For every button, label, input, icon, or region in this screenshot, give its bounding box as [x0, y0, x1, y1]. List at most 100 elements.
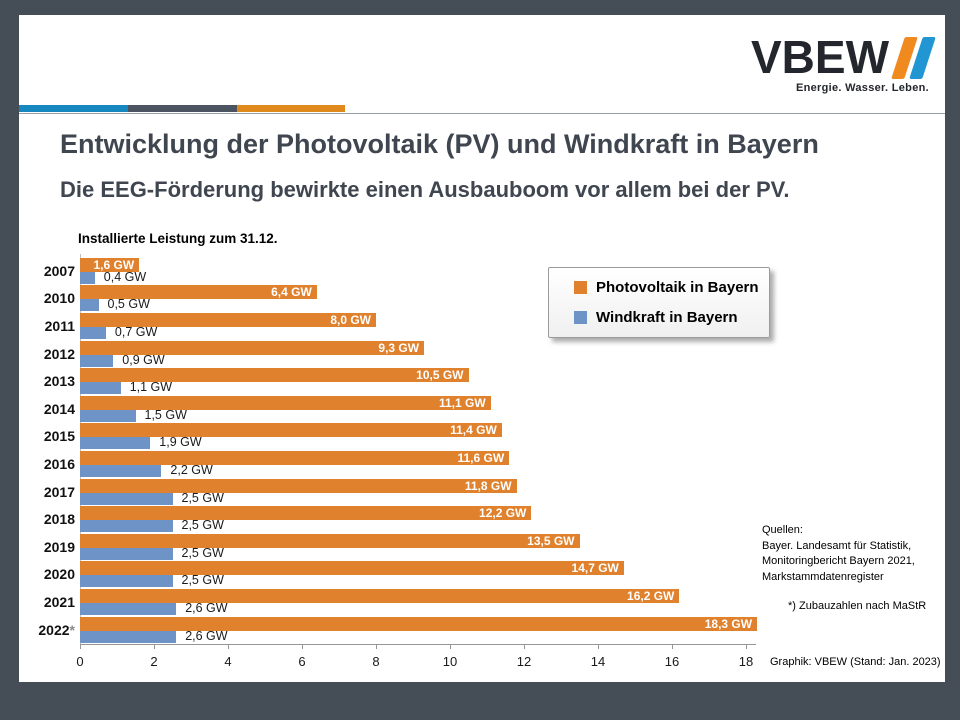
legend-item-photovoltaik: Photovoltaik in Bayern [574, 279, 769, 296]
x-tick-label: 6 [298, 654, 306, 669]
legend-label-wind: Windkraft in Bayern [596, 309, 738, 326]
pv-bar: 11,6 GW [80, 450, 510, 465]
wind-value-label: 2,6 GW [185, 628, 228, 643]
wind-value-label: 2,5 GW [181, 518, 224, 533]
year-label: 2015 [43, 428, 75, 445]
x-tick-mark [746, 644, 747, 649]
footnote: *) Zubauzahlen nach MaStR [788, 600, 927, 612]
x-tick-label: 12 [516, 654, 532, 669]
credit: Graphik: VBEW (Stand: Jan. 2023) [770, 656, 941, 668]
sources-line: Bayer. Landesamt für Statistik, [762, 539, 912, 552]
pv-value-label: 8,0 GW [330, 312, 371, 327]
pv-value-label: 11,4 GW [450, 423, 497, 438]
pv-bar: 11,1 GW [80, 395, 491, 410]
pv-bar: 16,2 GW [80, 588, 680, 603]
x-tick-mark [450, 644, 451, 649]
year-label: 2012 [43, 345, 75, 362]
wind-bar: 0,7 GW [80, 325, 157, 339]
year-label: 2010 [43, 290, 75, 307]
chart-row: 2019 13,5 GW 2,5 GW [19, 533, 945, 561]
x-tick-label: 18 [738, 654, 754, 669]
bar-group: 11,6 GW 2,2 GW [80, 450, 510, 477]
sources-line: Markstammdatenregister [762, 570, 884, 583]
x-tick-label: 2 [150, 654, 158, 669]
wind-value-label: 2,5 GW [181, 490, 224, 505]
wind-bar: 2,5 GW [80, 519, 224, 533]
chart-row: 2013 10,5 GW 1,1 GW [19, 367, 945, 395]
wind-value-label: 0,7 GW [114, 324, 158, 339]
wind-bar: 1,9 GW [80, 436, 202, 450]
wind-value-label: 2,6 GW [185, 600, 228, 615]
chart-row: 2007 1,6 GW 0,4 GW [19, 257, 945, 285]
x-tick-mark [154, 644, 155, 649]
wind-bar: 0,9 GW [80, 353, 165, 367]
year-label: 2019 [43, 538, 75, 555]
x-tick-mark [302, 644, 303, 649]
pv-swatch-icon [574, 281, 587, 294]
wind-value-label: 2,2 GW [170, 462, 213, 477]
stripe-segment-orange [237, 105, 345, 112]
wind-bar: 2,6 GW [80, 601, 228, 615]
bar-chart: 2007 1,6 GW 0,4 GW 2010 6,4 GW 0,5 GW 2011 8,0 … [19, 254, 945, 677]
x-tick-label: 14 [590, 654, 606, 669]
chart-row: 2017 11,8 GW 2,5 GW [19, 478, 945, 506]
chart-rows: 2007 1,6 GW 0,4 GW 2010 6,4 GW 0,5 GW 2011 8,0 … [19, 257, 945, 643]
year-label: 2018 [43, 511, 75, 528]
legend-label-pv: Photovoltaik in Bayern [596, 279, 759, 296]
pv-value-label: 12,2 GW [479, 506, 527, 521]
chart-row: 2011 8,0 GW 0,7 GW [19, 312, 945, 340]
pv-value-label: 13,5 GW [527, 533, 575, 548]
sources-line: Monitoringbericht Bayern 2021, [762, 555, 915, 567]
wind-bar: 2,5 GW [80, 546, 224, 560]
year-label: 2017 [43, 483, 75, 500]
wind-bar: 2,6 GW [80, 629, 228, 643]
x-tick-mark [80, 644, 81, 649]
sources-line: Quellen: [762, 524, 803, 536]
chart-row: 2016 11,6 GW 2,2 GW [19, 450, 945, 478]
pv-bar: 10,5 GW [80, 368, 469, 383]
chart-row: 2010 6,4 GW 0,5 GW [19, 285, 945, 313]
year-label: 2011 [44, 317, 75, 334]
year-label: 2016 [43, 455, 75, 472]
bar-group: 11,1 GW 1,5 GW [80, 395, 491, 422]
year-label: 2022* [38, 621, 75, 638]
year-label: 2007 [43, 262, 75, 279]
wind-bar: 1,1 GW [80, 381, 172, 395]
wind-value-label: 0,4 GW [103, 269, 147, 284]
year-label: 2021 [43, 593, 75, 610]
bar-group: 12,2 GW 2,5 GW [80, 506, 532, 533]
bar-group: 6,4 GW 0,5 GW [80, 285, 317, 312]
pv-value-label: 11,1 GW [439, 395, 486, 410]
bar-group: 13,5 GW 2,5 GW [80, 533, 580, 560]
chart-row: 2012 9,3 GW 0,9 GW [19, 340, 945, 368]
bar-group: 16,2 GW 2,6 GW [80, 588, 680, 615]
stripe-segment-gray [128, 105, 237, 112]
pv-bar: 14,7 GW [80, 561, 624, 576]
slide: VBEW Energie. Wasser. Leben. Entwicklung… [19, 15, 945, 682]
year-label: 2020 [43, 566, 75, 583]
wind-value-label: 2,5 GW [181, 545, 224, 560]
chart-row: 2018 12,2 GW 2,5 GW [19, 505, 945, 533]
bar-group: 11,8 GW 2,5 GW [80, 478, 517, 505]
wind-value-label: 1,9 GW [159, 435, 202, 450]
pv-value-label: 10,5 GW [416, 368, 464, 383]
x-tick-label: 16 [664, 654, 680, 669]
wind-bar: 2,5 GW [80, 574, 224, 588]
chart-row: 2021 16,2 GW 2,6 GW [19, 588, 945, 616]
wind-value-label: 1,1 GW [129, 380, 173, 395]
pv-bar: 9,3 GW [80, 340, 425, 355]
header-stripe [19, 105, 945, 112]
vbew-logo: VBEW Energie. Wasser. Leben. [751, 31, 936, 94]
chart-row: 2014 11,1 GW 1,5 GW [19, 395, 945, 423]
pv-bar: 18,3 GW [80, 616, 758, 631]
pv-value-label: 11,8 GW [464, 478, 512, 493]
logo-wordmark: VBEW [751, 31, 889, 83]
stripe-segment-blue [19, 105, 128, 112]
x-tick-mark [672, 644, 673, 649]
bar-group: 8,0 GW 0,7 GW [80, 312, 376, 339]
pv-bar: 11,4 GW [80, 423, 502, 438]
wind-swatch-icon [574, 311, 587, 324]
bar-group: 18,3 GW 2,6 GW [80, 616, 758, 643]
pv-value-label: 9,3 GW [378, 340, 420, 355]
sources-block: Quellen: Bayer. Landesamt für Statistik,… [762, 523, 942, 585]
